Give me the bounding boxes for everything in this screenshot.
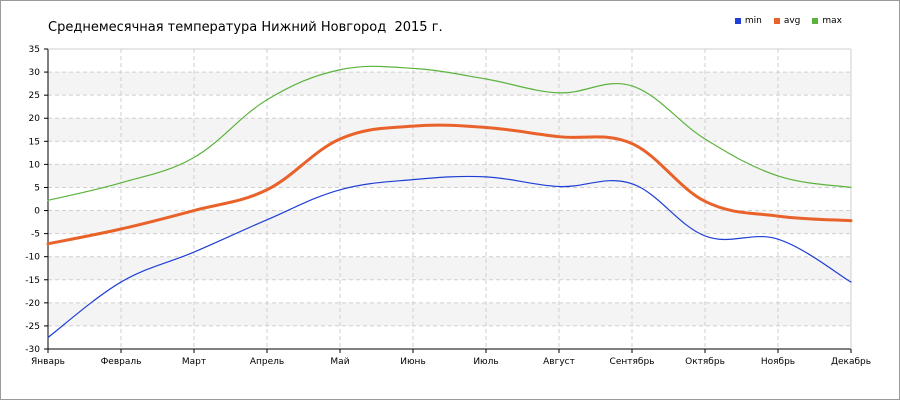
x-tick-label: Январь — [31, 357, 65, 367]
legend-item-min: min — [734, 16, 762, 26]
y-tick-label: 30 — [29, 68, 41, 78]
x-tick-label: Октябрь — [685, 357, 725, 367]
chart-title: Среднемесячная температура Нижний Новгор… — [48, 20, 443, 35]
y-tick-label: 0 — [34, 207, 40, 217]
plot-band — [48, 302, 851, 326]
x-tick-label: Декабрь — [831, 357, 871, 367]
legend-item-avg: avg — [773, 16, 801, 26]
y-tick-label: -30 — [25, 345, 40, 355]
plot-band — [48, 210, 851, 234]
x-tick-label: Август — [543, 357, 575, 367]
plot-band — [48, 118, 851, 142]
legend-label-avg: avg — [783, 16, 801, 26]
series-line-max — [47, 65, 852, 201]
legend-swatch-max — [812, 18, 819, 24]
legend-swatch-min — [734, 18, 741, 24]
x-tick-label: Июль — [473, 357, 498, 367]
x-tick-label: Ноябрь — [761, 357, 795, 367]
plot-band — [48, 164, 851, 188]
x-tick-label: Февраль — [101, 357, 142, 367]
y-tick-label: 35 — [29, 45, 40, 55]
series-line-avg — [46, 123, 853, 246]
plot-band — [48, 72, 851, 96]
x-tick-label: Апрель — [250, 357, 284, 367]
y-tick-label: -10 — [25, 253, 40, 263]
series-line-min — [47, 175, 852, 339]
y-tick-label: -5 — [31, 230, 40, 240]
x-tick-label: Июнь — [400, 357, 426, 367]
y-tick-label: 15 — [29, 137, 40, 147]
y-tick-label: 25 — [29, 91, 40, 101]
plot-band — [48, 256, 851, 280]
y-tick-label: 5 — [34, 183, 40, 193]
y-tick-label: -15 — [25, 276, 40, 286]
legend-swatch-avg — [773, 18, 780, 24]
y-tick-label: 10 — [29, 160, 41, 170]
x-tick-label: Сентябрь — [610, 357, 655, 367]
x-tick-label: Май — [330, 357, 349, 367]
legend-label-max: max — [822, 16, 842, 26]
legend-label-min: min — [744, 16, 762, 26]
y-tick-label: -20 — [25, 299, 40, 309]
y-tick-label: -25 — [25, 322, 40, 332]
x-tick-label: Март — [182, 357, 206, 367]
chart-legend: min avg max — [734, 16, 842, 26]
legend-item-max: max — [812, 16, 842, 26]
y-tick-label: 20 — [29, 114, 41, 124]
